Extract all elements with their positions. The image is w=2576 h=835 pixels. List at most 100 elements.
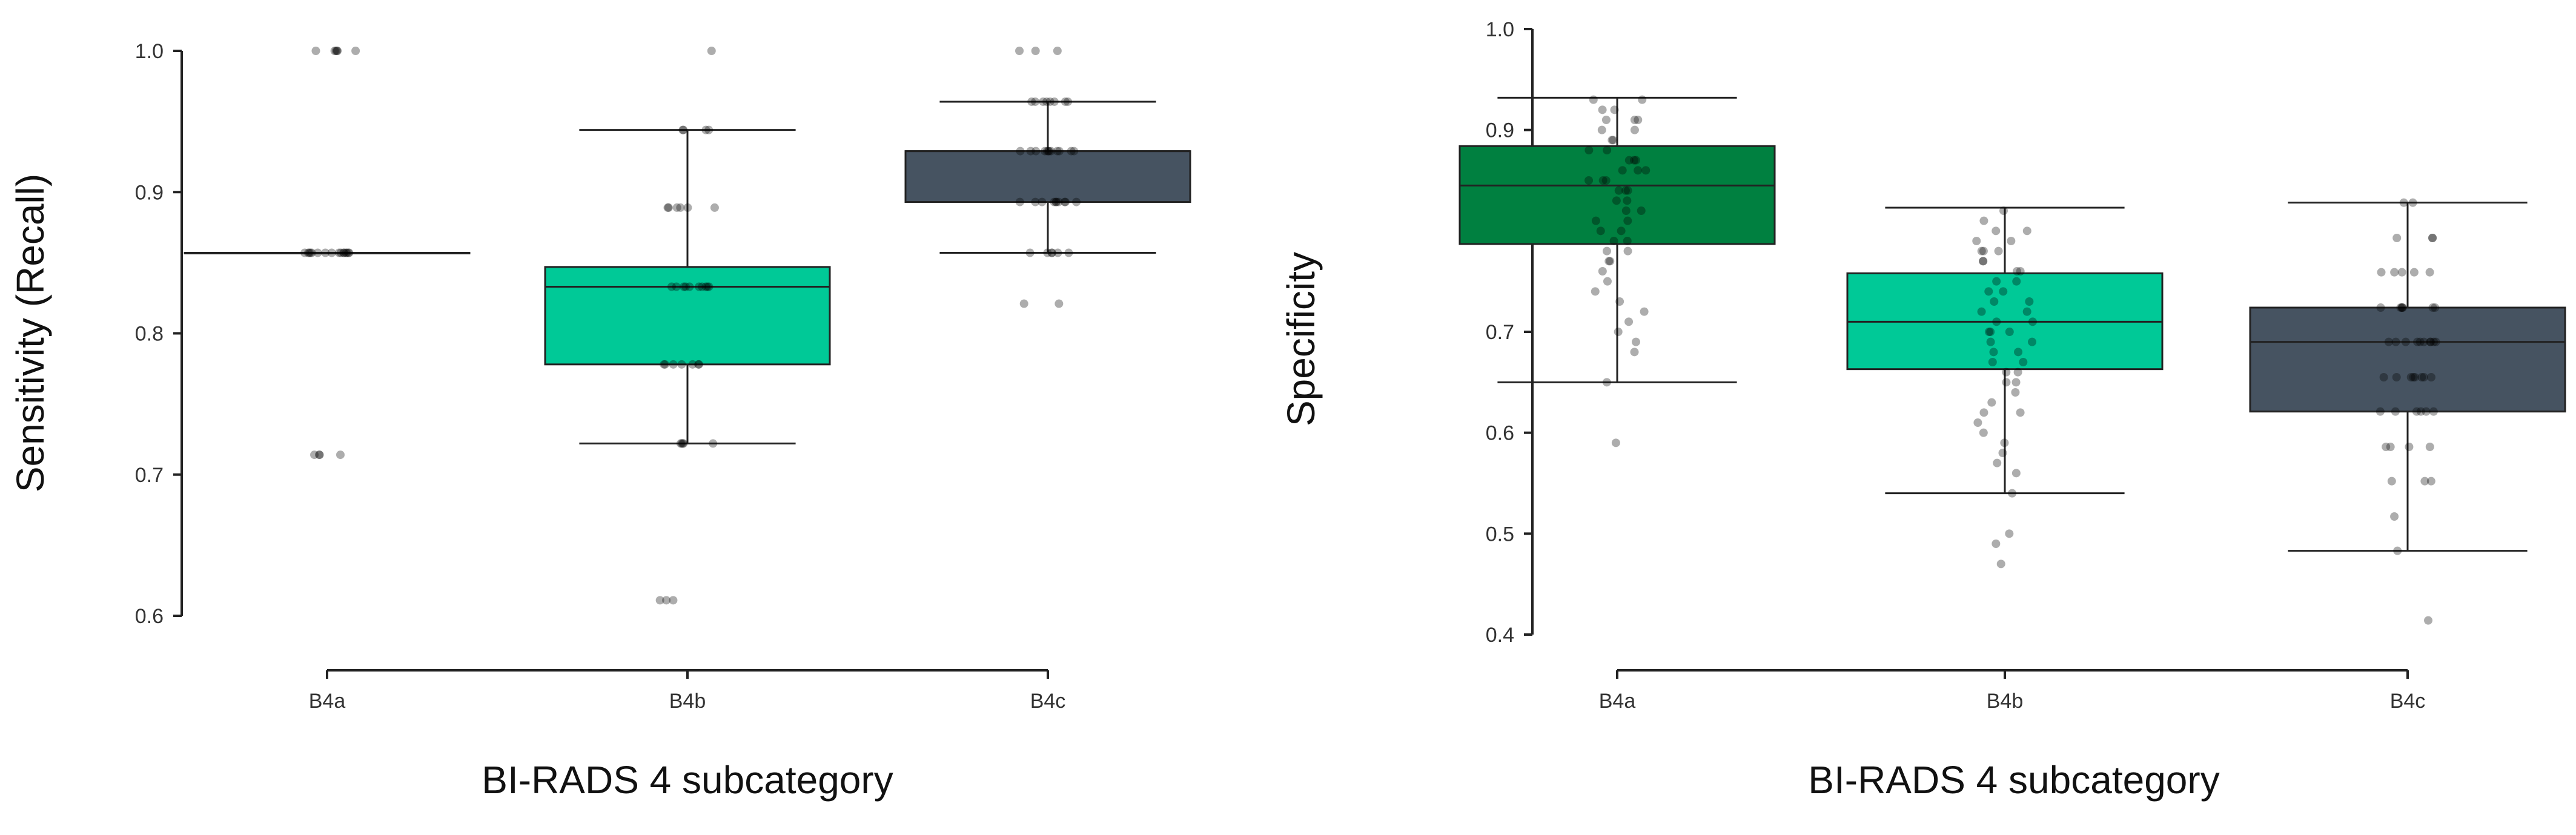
p2-b4a-point <box>1630 348 1639 357</box>
p1-b4c-point <box>1053 147 1062 156</box>
p2-b4a-point <box>1603 146 1612 154</box>
p1-b4b-point <box>660 360 669 369</box>
p1-b4c-point <box>1025 248 1035 257</box>
p2-b4c-point <box>2401 337 2410 346</box>
p1-b4c-point <box>1019 299 1028 308</box>
p1-b4a-point <box>321 248 330 257</box>
p1-b4a-point <box>311 47 320 55</box>
p2-b4c-point <box>2386 443 2395 451</box>
p1-b4a-point <box>342 248 351 257</box>
p2-b4b-point <box>1992 226 2001 236</box>
p2-b4b-point <box>2008 489 2017 498</box>
p1-y-tick-label: 0.6 <box>135 605 164 628</box>
p1-x-tick-label-b4a: B4a <box>309 690 346 713</box>
p2-b4c-point <box>2391 337 2400 346</box>
p2-b4a-point <box>1629 156 1638 165</box>
p2-b4a-point <box>1591 216 1600 225</box>
p2-b4c-point <box>2390 512 2399 521</box>
p1-b4b-point <box>655 596 664 605</box>
p2-b4c-point <box>2425 268 2434 277</box>
p1-y-tick-label: 0.7 <box>135 464 164 487</box>
p2-b4c-box <box>2249 306 2566 413</box>
p1-b4c-point <box>1060 197 1069 206</box>
p1-b4c-point <box>1055 299 1064 308</box>
p2-b4c-point <box>2391 407 2400 416</box>
p1-b4a-point <box>333 47 342 55</box>
p1-b4c-point <box>1070 147 1079 156</box>
p2-b4c-point <box>2396 303 2405 312</box>
p2-b4c-point <box>2428 303 2437 312</box>
p1-b4b-point <box>707 47 716 55</box>
p1-b4b-box <box>544 266 831 366</box>
p1-b4c-point <box>1016 147 1025 156</box>
p2-b4a-point <box>1623 186 1632 195</box>
p2-b4c-point <box>2409 373 2418 381</box>
p2-b4b-point <box>1986 328 1995 336</box>
p2-b4b-point <box>2014 348 2023 357</box>
p2-b4a-point <box>1615 297 1624 306</box>
p1-b4a-point <box>342 248 351 257</box>
p1-b4c-point <box>1044 147 1053 156</box>
p1-b4b-point <box>677 360 686 369</box>
p2-b4c-point <box>2429 337 2439 346</box>
p2-b4c-point <box>2408 198 2417 207</box>
p2-b4a-point <box>1630 125 1639 134</box>
p2-b4a-point <box>1598 267 1607 276</box>
p2-b4a-point <box>1621 186 1630 195</box>
p2-b4c-point <box>2412 407 2421 416</box>
p2-b4a-point <box>1584 146 1594 154</box>
p2-b4b-point <box>1973 418 1982 427</box>
p2-b4b-point <box>1999 287 2008 296</box>
p1-b4b-point <box>664 203 673 212</box>
p1-b4c-point <box>1067 147 1076 156</box>
p2-b4b-point <box>2012 277 2021 286</box>
p1-x-axis-label: BI-RADS 4 subcategory <box>482 758 893 802</box>
p1-b4a-point <box>305 248 314 257</box>
p2-b4a-point <box>1598 105 1607 114</box>
p2-b4b-point <box>1999 206 2008 215</box>
p2-b4c-point <box>2426 337 2435 346</box>
p2-b4c-point <box>2426 373 2435 381</box>
p1-b4a-point <box>339 248 348 257</box>
p2-b4c-point <box>2406 373 2415 381</box>
p2-b4a-point <box>1596 226 1605 236</box>
p1-b4b-point <box>688 360 697 369</box>
p2-b4b-point <box>2016 267 2025 276</box>
p1-b4b-point <box>683 203 692 212</box>
p1-b4b-point <box>685 282 694 291</box>
p2-b4b-point <box>1986 337 1995 346</box>
p2-b4c-point <box>2424 616 2433 625</box>
p1-b4b-point <box>662 596 671 605</box>
p2-b4a-point <box>1618 166 1627 175</box>
p1-b4a-point <box>303 248 313 257</box>
p2-b4a-point <box>1612 196 1621 205</box>
p1-y-tick-label: 0.9 <box>135 181 164 204</box>
p1-b4a-point <box>313 248 322 257</box>
p1-b4b-point <box>709 439 718 448</box>
p1-b4c-point <box>1031 47 1040 55</box>
p1-b4c-point <box>1053 47 1062 55</box>
p1-b4c-point <box>1045 97 1055 106</box>
p2-b4c-point <box>2397 303 2406 312</box>
p2-b4b-point <box>2011 388 2020 397</box>
p1-b4c-point <box>1038 197 1047 206</box>
p2-b4a-point <box>1630 116 1639 124</box>
p1-b4a-point <box>306 248 315 257</box>
p1-b4b-point <box>663 203 672 212</box>
p1-b4a-point <box>345 248 354 257</box>
p2-b4a-point <box>1637 206 1646 215</box>
p1-b4b-point <box>679 439 688 448</box>
p2-b4b-point <box>2000 438 2009 447</box>
p2-b4c-point <box>2409 268 2419 277</box>
p2-b4b-point <box>1989 348 1998 357</box>
p1-b4a-point <box>344 248 353 257</box>
p2-b4a-point <box>1623 246 1632 256</box>
p2-b4a-point <box>1634 116 1643 124</box>
p1-b4b-point <box>672 203 681 212</box>
p1-b4b-point <box>676 203 685 212</box>
p1-b4c-point <box>1052 197 1061 206</box>
p2-b4c-point <box>2419 373 2428 381</box>
p2-b4c-point <box>2382 443 2391 451</box>
p2-b4a-point <box>1601 116 1611 124</box>
p1-b4c-point <box>1061 197 1070 206</box>
